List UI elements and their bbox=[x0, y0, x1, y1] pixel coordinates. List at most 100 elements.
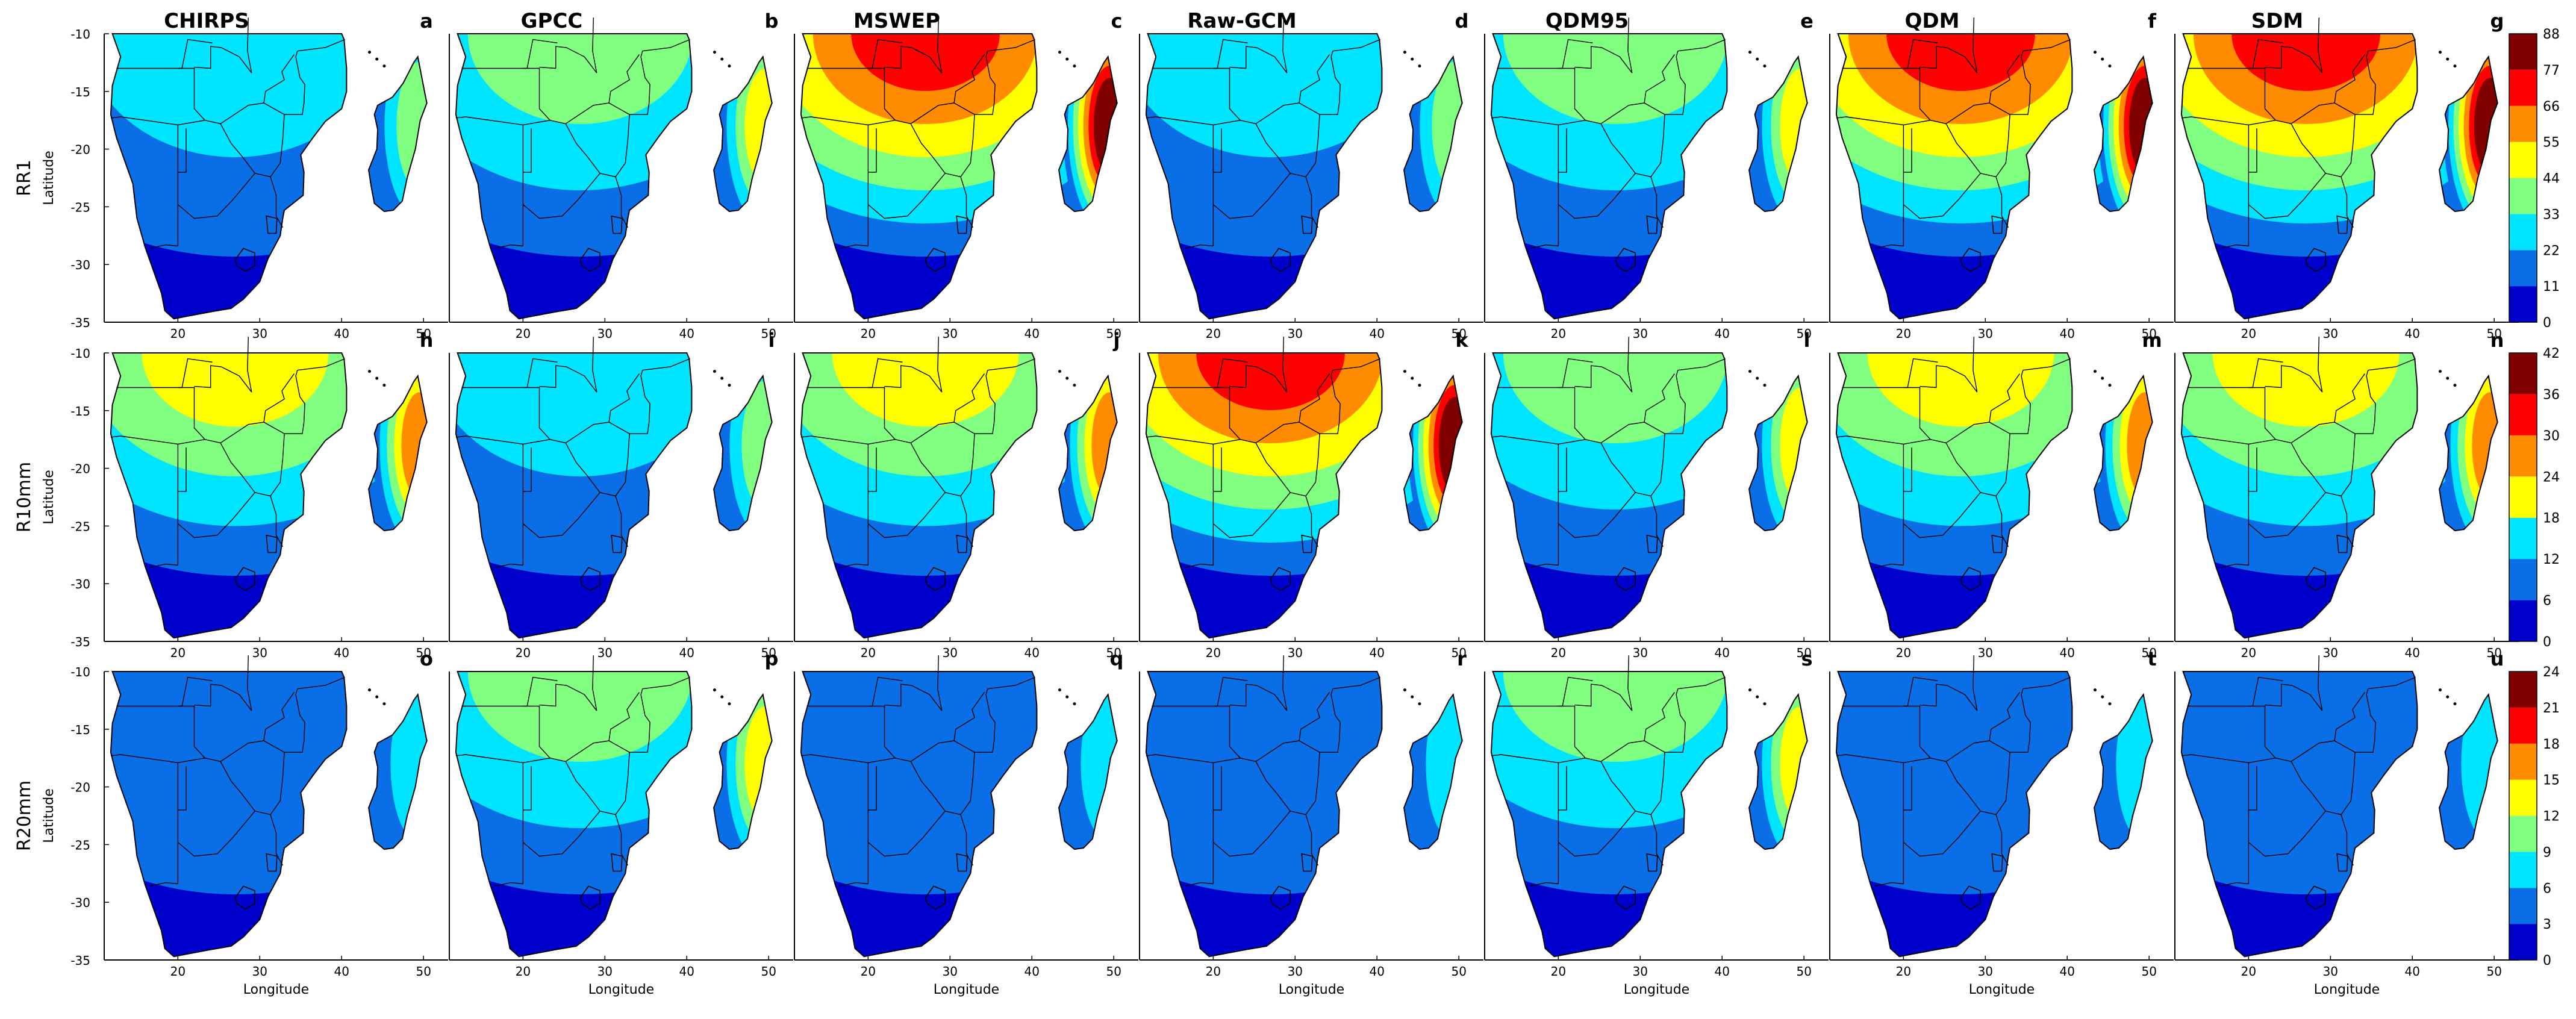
country-border bbox=[960, 814, 974, 866]
field-contour-band bbox=[1146, 34, 1421, 157]
panel-letter: f bbox=[2148, 10, 2157, 33]
country-border bbox=[2355, 51, 2376, 115]
africa-coastline bbox=[1835, 671, 2073, 958]
comoros-island bbox=[720, 695, 724, 699]
panel-letter: k bbox=[1455, 329, 1468, 352]
comoros-island bbox=[382, 384, 386, 387]
field-contour-band bbox=[1491, 353, 1804, 509]
country-border bbox=[1558, 173, 1636, 219]
country-border bbox=[2248, 766, 2257, 811]
panel-letter: a bbox=[420, 10, 433, 33]
country-border bbox=[2010, 51, 2031, 115]
country-border bbox=[539, 655, 597, 711]
lesotho-border bbox=[2305, 567, 2326, 591]
country-border bbox=[910, 102, 975, 178]
lon-tick-label: 50 bbox=[1796, 326, 1811, 341]
africa-coastline bbox=[1835, 33, 2073, 320]
eswatini-border bbox=[266, 215, 278, 234]
country-border bbox=[2248, 447, 2257, 492]
country-border bbox=[2341, 496, 2354, 547]
colorbar-segment bbox=[2509, 214, 2537, 251]
lesotho-border bbox=[925, 567, 946, 591]
country-border bbox=[494, 244, 523, 249]
country-border bbox=[1600, 422, 1665, 497]
field-contour-band bbox=[110, 34, 386, 157]
lon-tick-label: 20 bbox=[1206, 964, 1221, 979]
country-border bbox=[839, 563, 869, 569]
africa-coastline bbox=[1145, 671, 1383, 958]
lesotho-border bbox=[1615, 885, 1636, 910]
africa-coastline bbox=[110, 352, 348, 639]
country-border bbox=[642, 676, 690, 690]
country-border bbox=[1945, 740, 2010, 815]
lat-tick-label: -30 bbox=[70, 258, 90, 272]
lon-tick-label: 50 bbox=[2486, 964, 2501, 979]
country-border bbox=[565, 422, 630, 497]
country-border bbox=[1903, 447, 1912, 492]
lat-tick-label: -10 bbox=[70, 346, 90, 361]
lon-tick-label: 50 bbox=[1796, 646, 1811, 660]
colorbar-segment bbox=[2509, 672, 2537, 708]
africa-coastline bbox=[1490, 352, 1728, 639]
lon-tick-label: 40 bbox=[2060, 326, 2075, 341]
country-border bbox=[178, 128, 187, 173]
colorbar-tick-label: 3 bbox=[2543, 917, 2551, 932]
colorbar-segment bbox=[2509, 435, 2537, 477]
africa-coastline bbox=[1490, 33, 1728, 320]
country-border bbox=[1677, 358, 1726, 371]
africa-coastline bbox=[455, 33, 693, 320]
field-contour-band bbox=[455, 672, 769, 828]
country-border bbox=[839, 882, 869, 887]
country-border bbox=[1945, 422, 2010, 497]
lon-tick-label: 30 bbox=[1288, 646, 1303, 660]
lat-tick-label: -20 bbox=[70, 462, 90, 476]
eswatini-border bbox=[1646, 215, 1658, 234]
lat-tick-label: -35 bbox=[70, 953, 90, 968]
country-border bbox=[2187, 39, 2283, 69]
comoros-island bbox=[1073, 64, 1076, 68]
country-border bbox=[1255, 740, 1320, 815]
country-border bbox=[116, 358, 213, 388]
country-border bbox=[270, 176, 284, 228]
colorbar-segment bbox=[2509, 69, 2537, 106]
country-border bbox=[284, 51, 305, 115]
field-contour-band bbox=[2231, 34, 2380, 91]
eswatini-border bbox=[266, 853, 278, 872]
country-border bbox=[1497, 39, 1593, 69]
lon-tick-label: 40 bbox=[679, 646, 694, 660]
country-border bbox=[297, 358, 345, 371]
country-border bbox=[116, 39, 213, 69]
lesotho-border bbox=[579, 567, 600, 591]
country-border bbox=[284, 370, 305, 434]
lon-tick-label: 20 bbox=[1551, 326, 1566, 341]
africa-coastline bbox=[2180, 352, 2418, 639]
colorbar-segment bbox=[2509, 743, 2537, 780]
row-index-label: RR1 bbox=[14, 160, 35, 196]
eswatini-border bbox=[1991, 215, 2003, 234]
model-title: CHIRPS bbox=[164, 9, 249, 33]
country-border bbox=[194, 337, 252, 393]
comoros-island bbox=[1058, 51, 1061, 54]
country-border bbox=[987, 39, 1035, 52]
country-border bbox=[1184, 882, 1214, 887]
comoros-island bbox=[1411, 376, 1414, 380]
country-border bbox=[1305, 814, 1319, 866]
field-contour-band bbox=[1503, 34, 1729, 124]
lon-tick-label: 30 bbox=[252, 964, 267, 979]
country-border bbox=[629, 51, 650, 115]
eswatini-border bbox=[1991, 534, 2003, 553]
colorbar-segment bbox=[2509, 779, 2537, 816]
country-border bbox=[523, 67, 550, 121]
country-border bbox=[2022, 358, 2071, 371]
country-border bbox=[2368, 676, 2416, 690]
colorbar: 0 11 22 33 44 55 66 77 88 bbox=[2509, 27, 2560, 331]
lon-tick-label: 50 bbox=[1106, 326, 1121, 341]
lon-tick-label: 40 bbox=[1370, 326, 1385, 341]
panel-letter: i bbox=[769, 329, 775, 352]
lon-tick-label: 30 bbox=[1978, 326, 1993, 341]
lon-tick-label: 20 bbox=[170, 964, 186, 979]
lon-tick-label: 30 bbox=[1978, 964, 1993, 979]
country-border bbox=[1529, 244, 1559, 249]
country-border bbox=[194, 655, 252, 711]
